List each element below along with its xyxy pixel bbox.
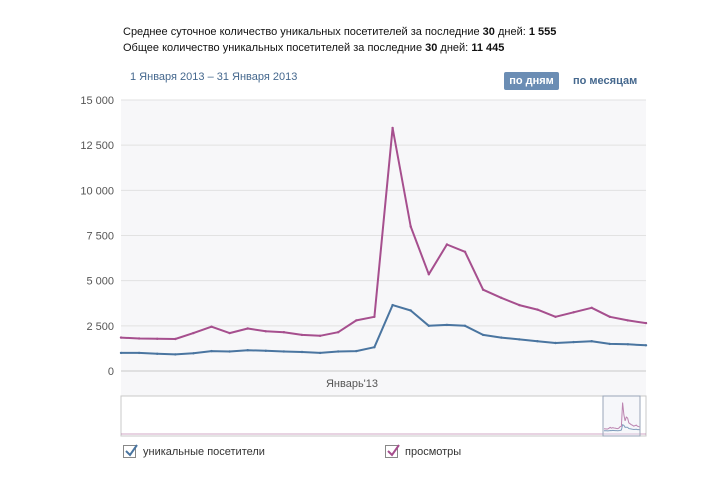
data-point (264, 330, 267, 333)
data-point (626, 343, 630, 346)
data-point (156, 352, 159, 355)
data-point (554, 315, 557, 318)
by-day-button[interactable]: по дням (504, 72, 559, 90)
data-point (119, 336, 123, 339)
data-point (355, 319, 358, 322)
data-point (644, 344, 648, 347)
data-point (445, 323, 449, 327)
data-point (409, 225, 412, 228)
data-point (373, 346, 376, 349)
y-tick-label: 5 000 (86, 276, 114, 288)
by-month-button[interactable]: по месяцам (573, 75, 638, 87)
series-views-line (120, 127, 647, 340)
data-point (119, 351, 123, 355)
date-range-link[interactable]: 1 Января 2013 – 31 Января 2013 (130, 71, 298, 83)
data-point (300, 350, 304, 354)
stats-summary: Среднее суточное количество уникальных п… (123, 24, 556, 56)
y-tick-label: 12 500 (80, 140, 114, 152)
data-point (174, 337, 177, 341)
data-point (337, 350, 340, 353)
y-tick-label: 7 500 (86, 231, 114, 243)
data-point (445, 243, 449, 246)
data-point (137, 337, 141, 340)
data-point (137, 351, 141, 355)
y-tick-label: 0 (108, 366, 114, 378)
data-point (572, 311, 575, 314)
data-point (355, 349, 358, 353)
data-point (572, 340, 575, 344)
data-point (427, 273, 430, 276)
data-point (409, 309, 412, 312)
y-axis-labels: 0 2 500 5 000 7 500 10 000 12 500 15 000 (80, 95, 114, 378)
data-point (626, 319, 630, 322)
plot-area (121, 100, 646, 396)
grid-lines (121, 99, 646, 327)
visitors-checkbox[interactable] (123, 444, 138, 458)
data-point (337, 331, 340, 334)
data-point (554, 341, 557, 345)
data-point (500, 336, 503, 339)
legend-visitors-label: уникальные посетители (143, 445, 265, 458)
overview-series-line (603, 402, 641, 430)
data-point (246, 349, 249, 352)
series-visitors-line (121, 304, 647, 356)
series-lines (119, 126, 648, 356)
legend-visitors[interactable]: уникальные посетители (123, 444, 265, 458)
data-point (500, 296, 503, 299)
data-point (174, 353, 177, 356)
data-point (264, 349, 267, 352)
overview-selection[interactable] (602, 395, 641, 437)
data-point (228, 331, 231, 335)
avg-daily-visitors: Среднее суточное количество уникальных п… (123, 26, 557, 38)
data-point (318, 334, 322, 337)
total-visitors: Общее количество уникальных посетителей … (123, 42, 505, 54)
data-point (481, 288, 485, 291)
data-point (608, 315, 611, 318)
data-point (608, 342, 611, 346)
data-point (481, 333, 485, 337)
y-tick-label: 2 500 (86, 321, 114, 333)
data-point (391, 126, 394, 130)
overview-series-line (604, 423, 641, 432)
data-point (192, 331, 195, 335)
data-point (391, 303, 394, 307)
data-point (373, 315, 376, 318)
data-point (210, 349, 213, 353)
data-point (518, 303, 521, 307)
data-point (536, 308, 539, 311)
data-point (228, 350, 231, 353)
data-point (463, 250, 467, 253)
overview-lines (121, 402, 646, 435)
data-point (590, 306, 593, 309)
data-point (282, 350, 286, 353)
data-point (318, 351, 322, 355)
data-point (300, 333, 304, 337)
views-checkbox[interactable] (385, 444, 400, 458)
data-point (427, 324, 430, 327)
legend-views-label: просмотры (405, 445, 462, 458)
data-point (518, 338, 521, 341)
data-point (536, 340, 539, 343)
data-point (644, 321, 648, 325)
data-point (156, 337, 159, 340)
overview-navigator[interactable] (120, 395, 647, 437)
data-point (246, 327, 249, 330)
legend-views[interactable]: просмотры (385, 444, 462, 458)
y-tick-label: 15 000 (80, 95, 114, 107)
data-point (282, 331, 286, 334)
x-axis-label: Январь'13 (326, 378, 378, 390)
data-point (210, 325, 213, 328)
data-point (463, 324, 467, 327)
y-tick-label: 10 000 (80, 185, 114, 197)
data-point (590, 340, 593, 343)
data-point (192, 352, 195, 355)
